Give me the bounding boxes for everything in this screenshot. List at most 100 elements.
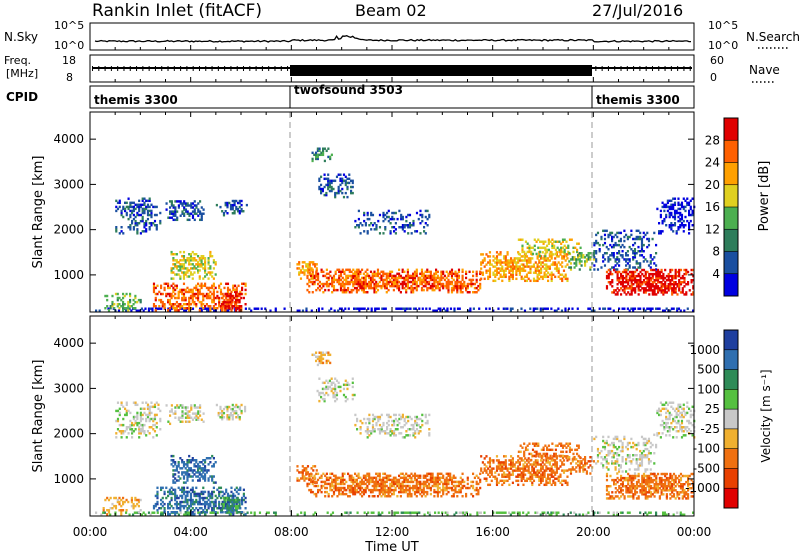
heatmap-cell [508, 259, 511, 262]
heatmap-cell [184, 406, 188, 409]
heatmap-cell [665, 213, 668, 217]
heatmap-cell [122, 296, 125, 300]
heatmap-cell [315, 263, 318, 266]
heatmap-cell [336, 486, 339, 490]
heatmap-cell [341, 480, 344, 484]
heatmap-cell [184, 290, 187, 294]
heatmap-cell [447, 291, 450, 294]
heatmap-cell [408, 415, 412, 419]
heatmap-cell [470, 280, 473, 284]
heatmap-cell [242, 492, 245, 496]
heatmap-cell [657, 272, 660, 276]
heatmap-cell [495, 271, 499, 274]
heatmap-cell [550, 271, 553, 274]
heatmap-cell [676, 270, 679, 274]
heatmap-cell [667, 283, 670, 286]
heatmap-cell [197, 492, 200, 496]
heatmap-cell [193, 218, 196, 222]
heatmap-cell [419, 484, 422, 488]
heatmap-cell [364, 282, 367, 286]
heatmap-cell [327, 492, 330, 496]
heatmap-cell [354, 490, 357, 494]
heatmap-cell [630, 270, 633, 274]
heatmap-cell [139, 428, 142, 431]
heatmap-cell [320, 286, 323, 290]
heatmap-cell [639, 279, 642, 282]
heatmap-cell [584, 256, 587, 259]
heatmap-cell [124, 207, 127, 211]
heatmap-cell [174, 477, 177, 480]
heatmap-cell [568, 260, 571, 263]
heatmap-cell [191, 292, 194, 296]
heatmap-cell [190, 212, 193, 215]
heatmap-cell [359, 282, 362, 286]
heatmap-cell [524, 279, 527, 283]
heatmap-cell [345, 282, 348, 286]
heatmap-cell [320, 361, 323, 365]
heatmap-cell [420, 482, 424, 486]
heatmap-cell [637, 307, 640, 310]
heatmap-cell [189, 288, 193, 292]
heatmap-cell [186, 269, 189, 272]
heatmap-cell [614, 270, 617, 274]
heatmap-cell [378, 213, 382, 217]
heatmap-cell [368, 482, 371, 486]
heatmap-cell [529, 259, 532, 262]
heatmap-cell [391, 423, 394, 427]
heatmap-cell [394, 232, 397, 235]
heatmap-cell [415, 230, 419, 233]
heatmap-cell [401, 436, 404, 439]
heatmap-cell [620, 276, 623, 280]
heatmap-cell [212, 490, 215, 494]
heatmap-cell [609, 254, 612, 257]
heatmap-cell [209, 271, 212, 274]
heatmap-cell [554, 267, 557, 270]
heatmap-cell [646, 279, 649, 282]
heatmap-cell [530, 250, 533, 254]
heatmap-cell [207, 479, 210, 482]
heatmap-cell [667, 289, 670, 292]
heatmap-cell [502, 307, 505, 310]
heatmap-cell [177, 471, 180, 474]
heatmap-cell [621, 254, 624, 257]
heatmap-cell [378, 430, 382, 433]
heatmap-cell [560, 242, 563, 245]
heatmap-cell [687, 281, 690, 284]
heatmap-cell [218, 486, 221, 490]
heatmap-cell [241, 500, 244, 504]
heatmap-cell [188, 498, 191, 502]
heatmap-cell [301, 267, 304, 270]
heatmap-cell [686, 219, 689, 223]
heatmap-cell [161, 305, 164, 308]
heatmap-cell [412, 486, 415, 490]
heatmap-cell [341, 187, 344, 191]
heatmap-cell [331, 482, 334, 486]
heatmap-cell [202, 475, 205, 478]
heatmap-cell [403, 484, 406, 488]
heatmap-cell [659, 230, 662, 233]
heatmap-cell [332, 484, 336, 488]
heatmap-cell [338, 307, 342, 310]
heatmap-cell [230, 511, 233, 514]
heatmap-cell [420, 268, 424, 272]
heatmap-cell [499, 253, 502, 256]
heatmap-cell [527, 271, 530, 274]
heatmap-cell [197, 214, 200, 217]
heatmap-cell [508, 279, 511, 283]
heatmap-cell [129, 428, 132, 431]
heatmap-cell [150, 222, 153, 225]
heatmap-cell [315, 278, 318, 282]
heatmap-cell [344, 191, 347, 195]
heatmap-cell [102, 511, 105, 514]
heatmap-cell [359, 419, 362, 423]
heatmap-cell [214, 263, 217, 266]
heatmap-cell [481, 261, 484, 264]
heatmap-cell [188, 511, 191, 514]
heatmap-cell [382, 490, 385, 494]
heatmap-cell [555, 269, 558, 272]
heatmap-cell [398, 286, 401, 290]
heatmap-cell [193, 469, 196, 472]
heatmap-cell [376, 495, 380, 498]
heatmap-cell [156, 492, 159, 496]
heatmap-cell [148, 209, 151, 213]
